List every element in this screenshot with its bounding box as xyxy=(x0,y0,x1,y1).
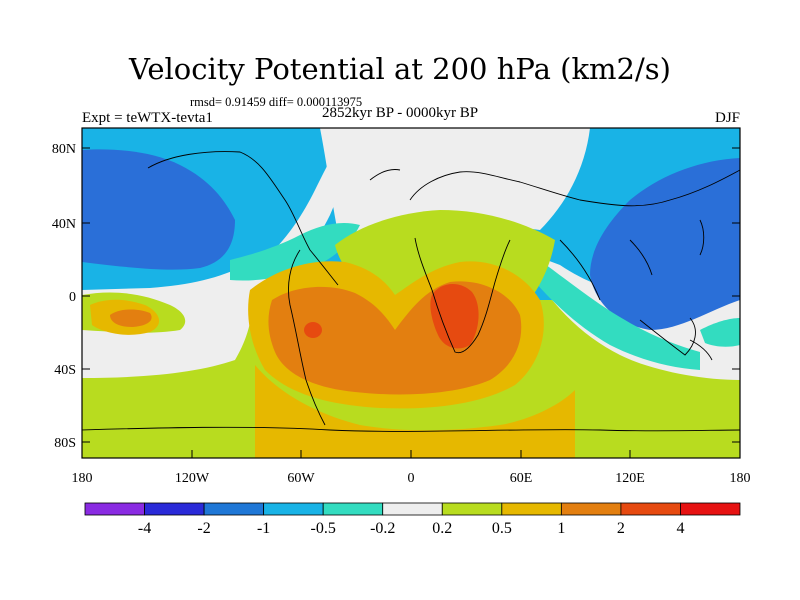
field-strong-negative-pacific xyxy=(82,149,235,270)
x-tick-label: 180 xyxy=(72,471,93,486)
colorbar-label: 0.2 xyxy=(432,520,452,537)
x-tick-label: 180 xyxy=(730,471,751,486)
x-tick-label: 60E xyxy=(510,471,533,486)
period-label: 2852kyr BP - 0000kyr BP xyxy=(322,105,479,121)
x-tick-label: 120W xyxy=(175,471,210,486)
map-field xyxy=(82,128,740,458)
field-max-south-america xyxy=(304,322,322,338)
y-tick-label: 80S xyxy=(54,436,76,451)
experiment-label: Expt = teWTX-tevta1 xyxy=(82,110,213,126)
colorbar-label: 2 xyxy=(617,520,625,537)
colorbar-swatch xyxy=(501,502,562,516)
colorbar-label: -0.2 xyxy=(370,520,395,537)
field-positive-south xyxy=(255,365,575,458)
field-strong-positive-pacific xyxy=(110,309,152,327)
y-tick-marks xyxy=(82,147,740,443)
field-max-africa xyxy=(430,284,479,349)
colorbar-labels: -4 -2 -1 -0.5 -0.2 0.2 0.5 1 2 4 xyxy=(138,520,685,537)
colorbar-swatch xyxy=(144,502,205,516)
colorbar-swatch xyxy=(560,502,622,516)
colorbar xyxy=(84,502,741,516)
colorbar-swatch xyxy=(441,502,503,516)
y-tick-label: 0 xyxy=(69,290,76,305)
colorbar-swatch xyxy=(263,502,324,516)
colorbar-swatch xyxy=(84,502,145,516)
field-strong-negative-asia xyxy=(590,158,740,330)
x-tick-marks xyxy=(81,450,741,458)
colorbar-swatch xyxy=(203,502,265,516)
x-tick-label: 120E xyxy=(615,471,645,486)
y-tick-label: 40S xyxy=(54,363,76,378)
colorbar-label: -2 xyxy=(197,520,210,537)
field-weak-negative-indian xyxy=(525,250,700,370)
x-tick-label: 0 xyxy=(408,471,415,486)
coastlines xyxy=(82,151,740,432)
colorbar-swatch xyxy=(680,502,741,516)
colorbar-label: 0.5 xyxy=(492,520,512,537)
field-weak-negative-pacific-west xyxy=(700,318,740,347)
x-tick-label: 60W xyxy=(287,471,315,486)
colorbar-label: -4 xyxy=(138,520,151,537)
colorbar-swatch xyxy=(322,502,384,516)
colorbar-swatch xyxy=(620,502,681,516)
colorbar-label: -0.5 xyxy=(311,520,336,537)
figure-title: Velocity Potential at 200 hPa (km2/s) xyxy=(129,52,671,86)
x-tick-labels: 180 120W 60W 0 60E 120E 180 xyxy=(72,471,751,486)
season-label: DJF xyxy=(714,110,740,126)
field-weak-negative-america xyxy=(230,223,360,281)
y-tick-label: 40N xyxy=(52,217,76,232)
colorbar-label: -1 xyxy=(257,520,270,537)
y-tick-labels: 80N 40N 0 40S 80S xyxy=(52,142,76,451)
colorbar-label: 1 xyxy=(557,520,565,537)
stats-label: rmsd= 0.91459 diff= 0.000113975 xyxy=(190,95,363,109)
y-tick-label: 80N xyxy=(52,142,76,157)
colorbar-swatch xyxy=(382,502,443,516)
colorbar-label: 4 xyxy=(676,520,684,537)
